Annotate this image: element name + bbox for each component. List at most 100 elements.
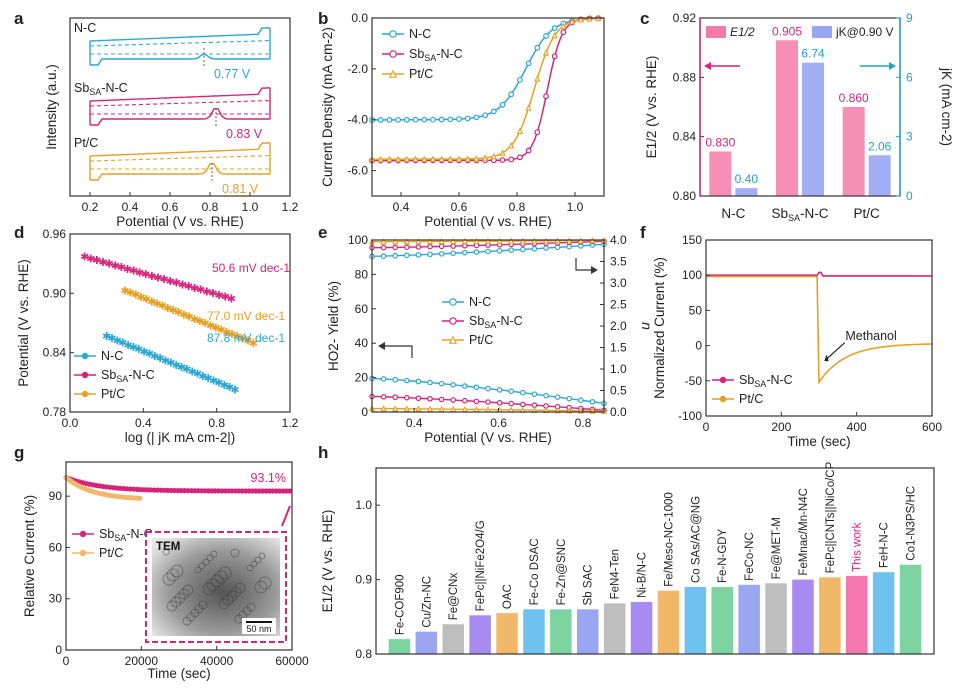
panel-f-label: f <box>640 223 646 242</box>
panel-f-legend-1-label: Pt/C <box>739 392 763 406</box>
panel-d-point: ✱ <box>152 298 161 310</box>
panel-b-y-tick-label: -4.0 <box>347 113 368 127</box>
panel-b-point <box>560 29 567 36</box>
panel-b-point <box>395 116 402 123</box>
panel-b-point <box>447 116 454 123</box>
panel-d-point: ✱ <box>117 262 126 274</box>
panel-e-point <box>485 385 491 392</box>
panel-g-tem-texture <box>230 586 242 598</box>
panel-e-x-tick-label: 0.4 <box>406 416 423 430</box>
panel-c-y2-tick-label: 9 <box>906 11 913 25</box>
panel-d-point: ✱ <box>153 273 162 285</box>
panel-h-category-label: Cu/Zn-NC <box>421 576 433 628</box>
panel-e-point <box>415 378 422 385</box>
panel-d-point: ✱ <box>249 338 258 350</box>
panel-g-inset-arrow <box>281 505 291 527</box>
panel-d-y-tick-label: 0.96 <box>43 227 67 241</box>
panel-b-x-tick-label: 0.4 <box>393 200 410 214</box>
panel-g-tem-texture <box>254 580 268 594</box>
panel-e-left-arrow <box>380 345 413 358</box>
panel-e-point <box>380 244 387 251</box>
panel-h-bar <box>899 564 922 654</box>
panel-b-legend-0-label: N-C <box>409 27 431 41</box>
panel-e-point <box>450 382 457 388</box>
panel-e-point <box>531 391 538 397</box>
panel-d-slope-label: 50.6 mV dec-1 <box>212 261 290 275</box>
panel-h-category-label: FePc||NiFe2O4/G <box>475 520 487 611</box>
panel-f-ylabel: Normalized Current (%) <box>652 257 667 399</box>
panel-b-xlabel: Potential (V vs. RHE) <box>424 214 552 229</box>
panel-g-tem-texture <box>162 572 176 586</box>
panel-e-point <box>438 243 445 250</box>
panel-a-cv-dash-0 <box>89 40 271 47</box>
panel-d-y-tick-label: 0.78 <box>43 405 67 419</box>
panel-b-point <box>429 155 437 162</box>
panel-g-x-tick-label: 0 <box>63 654 70 668</box>
panel-b-curve-1 <box>371 17 604 162</box>
panel-d-x-tick-label: 1.2 <box>282 416 299 430</box>
panel-c-value-label: 0.40 <box>735 172 759 186</box>
panel-g-tem-texture <box>206 554 214 562</box>
panel-d-point: ✱ <box>214 378 223 390</box>
panel-e-point <box>473 406 480 413</box>
panel-c-value-label: 6.74 <box>801 47 825 61</box>
panel-f-frame <box>705 239 933 417</box>
panel-e-point <box>426 238 434 245</box>
panel-d-point: ✱ <box>172 278 181 290</box>
panel-d-legend-1-label: SbSA-N-C <box>101 368 155 384</box>
panel-e-y-tick-label: 100 <box>348 233 368 247</box>
panel-d-point: ✱ <box>135 267 144 279</box>
panel-b-point <box>438 155 445 162</box>
panel-h-bar <box>415 631 438 654</box>
panel-g-label: g <box>14 443 24 462</box>
panel-d-point: ✱ <box>161 355 170 367</box>
panel-d-point: ✱ <box>169 305 178 317</box>
panel-f-xlabel: Time (sec) <box>787 434 850 449</box>
panel-d-point: ✱ <box>185 312 194 324</box>
panel-b-legend-2-label: Pt/C <box>409 67 433 81</box>
panel-h-bar <box>657 590 680 654</box>
panel-a-label: a <box>14 9 24 28</box>
panel-c-bar-jk <box>802 62 824 196</box>
panel-g-tem-texture <box>250 560 258 568</box>
panel-e-point <box>496 387 503 393</box>
panel-g-tem-texture <box>210 550 218 558</box>
panel-g-tem-texture <box>182 616 192 626</box>
panel-d-point: ✱ <box>136 292 145 304</box>
panel-e-point <box>508 237 515 244</box>
panel-a-ylabel: Intensity (a.u.) <box>44 64 59 150</box>
panel-e-point <box>589 398 596 405</box>
panel-a-frame <box>69 17 291 197</box>
panel-d-point: ✱ <box>190 314 199 326</box>
panel-e-point <box>496 248 503 254</box>
panel-e-point <box>496 237 503 244</box>
panel-e <box>368 237 608 414</box>
panel-f <box>706 271 933 385</box>
panel-d-point: ✱ <box>190 283 199 295</box>
panel-e-point <box>392 405 399 412</box>
panel-e-y2-tick-label: 3.5 <box>610 255 627 269</box>
panel-c-value-label: 0.830 <box>705 136 735 150</box>
panel-b-point <box>430 116 436 123</box>
panel-e-legend-0-label: N-C <box>469 295 491 309</box>
panel-g-tem-texture <box>222 594 234 606</box>
panel-e-y-tick-label: 80 <box>355 267 369 281</box>
panel-g-tem-texture <box>198 562 206 570</box>
panel-e-legend-0-marker <box>449 298 457 306</box>
panel-a-annotation: 0.81 V <box>222 182 259 196</box>
panel-d-point: ✱ <box>118 338 127 350</box>
panel-g-point-pt <box>137 495 143 501</box>
panel-d-point: ✱ <box>147 271 156 283</box>
panel-c-legend-swatch <box>812 26 832 38</box>
panel-h-label: h <box>318 443 328 462</box>
panel-g-y-tick-label: 30 <box>49 592 63 606</box>
panel-d-x-tick-label: 0.8 <box>208 416 225 430</box>
panel-c-bar-e12 <box>842 107 865 196</box>
panel-a-series-label: SbSA-N-C <box>74 81 128 97</box>
panel-c-legend-label: jK@0.90 V <box>835 25 894 39</box>
panel-d-point: ✱ <box>123 340 132 352</box>
panel-d-point: ✱ <box>163 303 172 315</box>
panel-b-legend-1-label: SbSA-N-C <box>409 47 463 63</box>
panel-g-tem-texture <box>194 566 202 574</box>
panel-e-point <box>531 237 538 244</box>
